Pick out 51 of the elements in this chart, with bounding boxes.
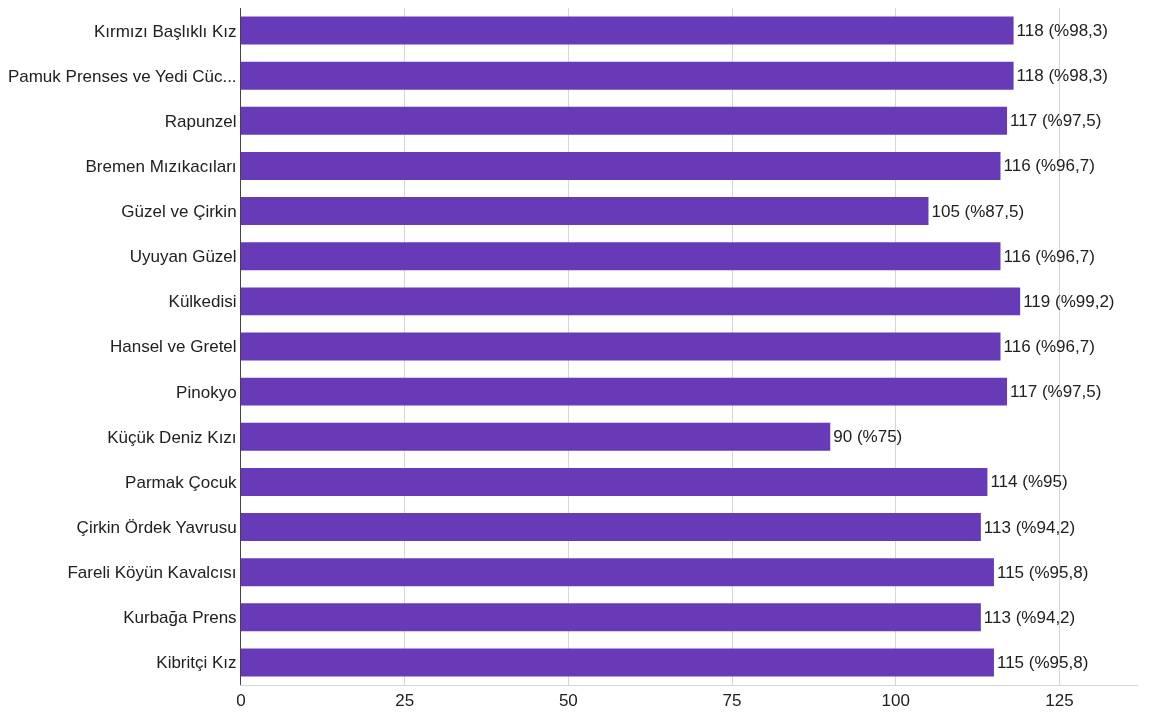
y-tick-label: Uyuyan Güzel (129, 247, 237, 267)
bar (241, 287, 1021, 316)
data-label: 118 (%98,3) (1016, 21, 1108, 41)
data-label: 116 (%96,7) (1003, 156, 1095, 176)
data-label: 90 (%75) (833, 427, 903, 447)
bar (241, 377, 1008, 406)
x-tick-label: 75 (722, 691, 742, 711)
y-tick-label: Kırmızı Başlıklı Kız (93, 21, 237, 41)
data-label: 105 (%87,5) (931, 201, 1025, 221)
data-label: 114 (%95) (990, 472, 1068, 492)
x-tick-label: 0 (236, 691, 246, 711)
y-tick-label: Hansel ve Gretel (109, 337, 237, 357)
y-tick-label: Fareli Köyün Kavalcısı (67, 563, 237, 583)
y-tick-label: Güzel ve Çirkin (121, 202, 237, 222)
x-tick-label: 125 (1045, 691, 1074, 711)
data-label: 118 (%98,3) (1016, 66, 1108, 86)
data-label: 117 (%97,5) (1010, 382, 1102, 402)
data-label: 116 (%96,7) (1003, 246, 1095, 266)
bar (241, 151, 1001, 180)
y-tick-label: Küçük Deniz Kızı (107, 427, 237, 447)
data-label: 113 (%94,2) (983, 607, 1076, 627)
data-label: 116 (%96,7) (1003, 337, 1095, 356)
bar (241, 558, 994, 587)
y-tick-label: Parmak Çocuk (125, 472, 238, 492)
y-tick-label: Kurbağa Prens (123, 608, 237, 628)
bar (241, 467, 988, 496)
x-tick-label: 100 (881, 691, 910, 711)
data-label: 115 (%95,8) (996, 562, 1089, 582)
data-label: 113 (%94,2) (983, 517, 1076, 537)
y-tick-label: Kibritçi Kız (156, 653, 237, 673)
data-label: 119 (%99,2) (1023, 291, 1115, 311)
bar (241, 242, 1001, 271)
x-tick-label: 25 (395, 691, 415, 711)
x-tick-label: 50 (558, 691, 578, 711)
bar (241, 332, 1001, 361)
bar (241, 106, 1008, 135)
y-tick-label: Bremen Mızıkacıları (85, 156, 237, 176)
bar (241, 61, 1014, 90)
y-tick-label: Pamuk Prenses ve Yedi Cüc... (7, 66, 237, 86)
bar (241, 513, 981, 542)
bar (241, 603, 981, 632)
y-tick-label: Pinokyo (176, 382, 237, 402)
y-tick-label: Çirkin Ördek Yavrusu (76, 517, 237, 537)
data-label: 115 (%95,8) (996, 652, 1089, 672)
bar (241, 648, 994, 677)
bar (241, 197, 929, 226)
y-tick-label: Külkedisi (168, 292, 237, 312)
bar (241, 422, 831, 451)
data-label: 117 (%97,5) (1010, 111, 1102, 131)
y-tick-label: Rapunzel (164, 111, 237, 131)
bar (241, 16, 1014, 45)
